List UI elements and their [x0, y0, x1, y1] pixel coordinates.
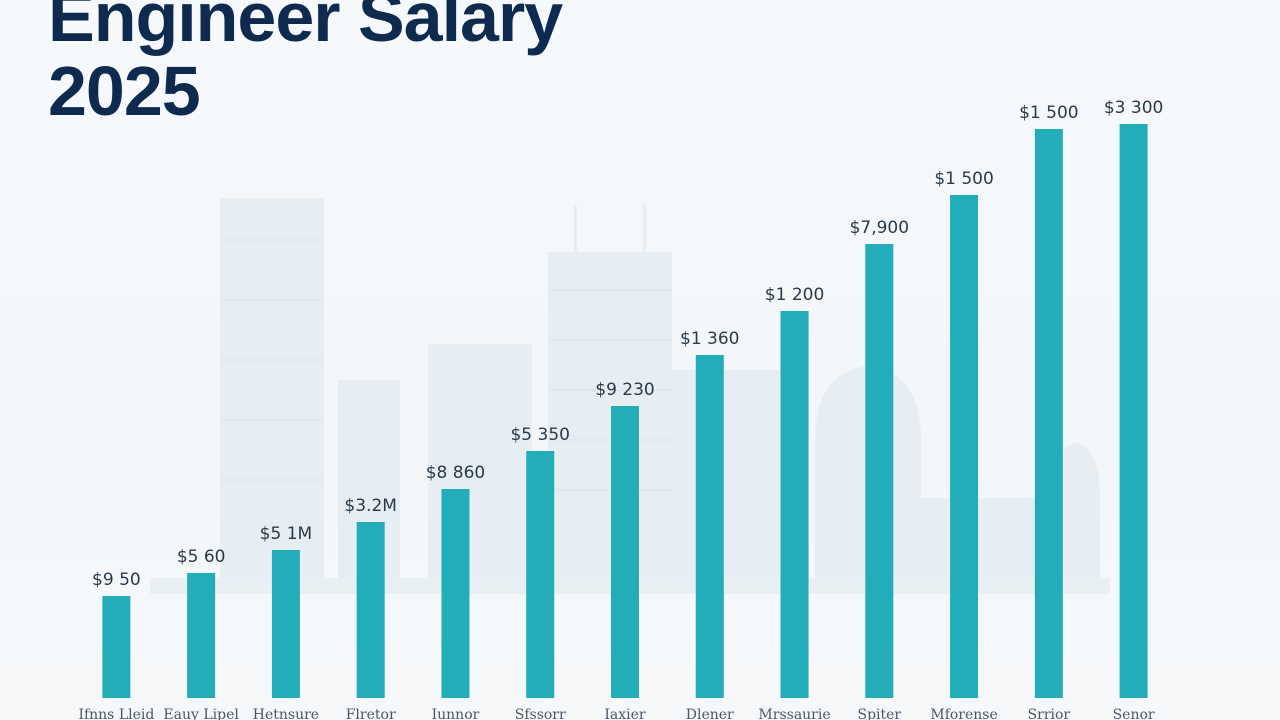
bar-value-label-9: $1 200 — [765, 285, 824, 305]
bar-value-label-11: $1 500 — [934, 169, 993, 189]
bar-13 — [1119, 124, 1148, 698]
bar-value-label-8: $1 360 — [680, 329, 739, 349]
bar-11 — [950, 195, 979, 698]
bar-9 — [780, 311, 809, 698]
bar-10 — [865, 244, 894, 698]
bar-8 — [695, 355, 724, 698]
x-tick-label-8: Dlener — [686, 707, 734, 720]
skyline-long-hall — [915, 498, 1100, 592]
chart-title-line-2: 2025 — [48, 52, 201, 130]
skyline-antenna-left — [574, 206, 577, 256]
bar-7 — [611, 406, 639, 698]
skyline-tower-left — [220, 198, 324, 592]
skyline-antenna-right — [643, 204, 646, 256]
chart-title-line-1: Engineer Salary — [48, 0, 563, 56]
bar-value-label-5: $8 860 — [426, 463, 485, 483]
x-tick-label-1: Ifnns Lleid — [78, 707, 154, 720]
bar-2 — [187, 573, 216, 698]
bar-6 — [526, 451, 555, 698]
skyline-tower-tall — [548, 252, 672, 592]
bar-value-label-10: $7,900 — [850, 218, 909, 238]
x-tick-label-10: Spiter — [857, 707, 901, 720]
bar-value-label-4: $3.2M — [344, 496, 397, 516]
x-tick-label-2: Eauy Lipel — [163, 707, 239, 720]
bar-3 — [271, 550, 300, 698]
skyline-small-dome — [1052, 442, 1100, 498]
bar-value-label-3: $5 1M — [260, 524, 313, 544]
bar-12 — [1034, 129, 1063, 698]
bar-value-label-2: $5 60 — [177, 547, 226, 567]
x-tick-label-5: Iunnor — [432, 707, 480, 720]
bar-value-label-7: $9 230 — [595, 380, 654, 400]
x-tick-label-6: Sfssorr — [515, 707, 566, 720]
x-tick-label-11: Mforense — [930, 707, 997, 720]
x-tick-label-3: Hetnsure — [253, 707, 319, 720]
skyline-window-lines — [220, 239, 672, 491]
x-tick-label-4: Flretor — [346, 707, 396, 720]
bar-value-label-6: $5 350 — [510, 425, 569, 445]
bar-value-label-13: $3 300 — [1104, 98, 1163, 118]
x-tick-label-13: Senor — [1113, 707, 1155, 720]
bar-value-label-12: $1 500 — [1019, 103, 1078, 123]
x-tick-label-7: Iaxier — [604, 707, 646, 720]
bar-1 — [102, 596, 131, 698]
bar-value-label-1: $9 50 — [92, 570, 141, 590]
x-tick-label-12: Srrior — [1028, 707, 1071, 720]
x-tick-label-9: Mrssaurie — [758, 707, 830, 720]
bar-4 — [356, 522, 385, 698]
chart-title: Engineer Salary 2025 — [48, 0, 563, 130]
skyline-block — [672, 370, 792, 592]
bar-5 — [441, 489, 470, 698]
